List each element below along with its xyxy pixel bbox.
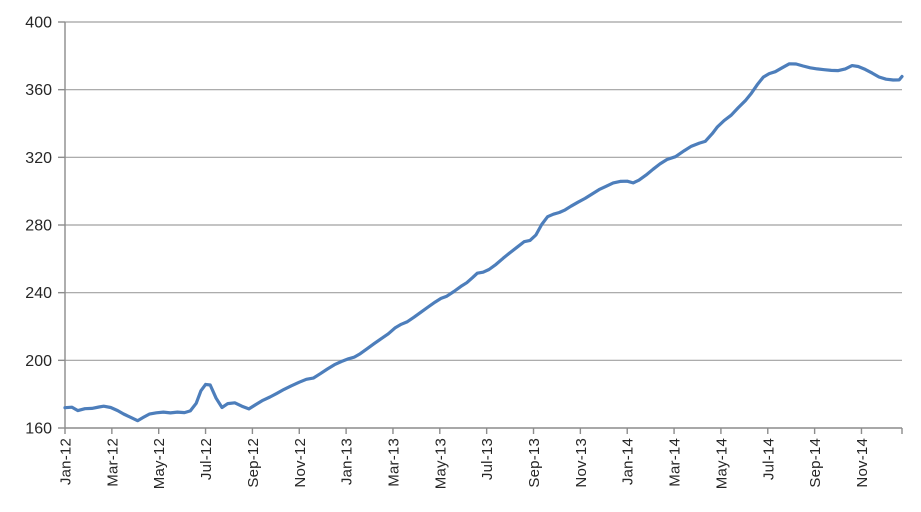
x-tick-label: Jul-14 [760, 438, 777, 480]
x-tick-label: Mar-14 [667, 438, 684, 487]
x-tick-label: May-12 [151, 438, 168, 489]
x-tick-label: Nov-12 [292, 438, 309, 488]
y-tick-label: 240 [25, 285, 52, 302]
x-tick-label: Mar-13 [385, 438, 402, 487]
y-tick-label: 160 [25, 421, 52, 438]
y-tick-label: 200 [25, 353, 52, 370]
x-tick-label: Nov-13 [573, 438, 590, 488]
x-tick-label: May-14 [713, 438, 730, 489]
y-axis-labels: 160 200 240 280 320 360 400 [25, 15, 52, 438]
x-tick-label: Jul-13 [479, 438, 496, 480]
x-tick-label: Jan-13 [339, 438, 356, 485]
axes [58, 21, 903, 434]
x-tick-label: May-13 [432, 438, 449, 489]
x-tick-label: Sep-12 [245, 438, 262, 488]
y-tick-label: 320 [25, 150, 52, 167]
x-tick-label: Sep-13 [526, 438, 543, 488]
x-tick-label: Nov-14 [854, 438, 871, 488]
x-tick-label: Sep-14 [807, 438, 824, 488]
y-tick-label: 360 [25, 82, 52, 99]
y-tick-label: 400 [25, 15, 52, 32]
y-tick-label: 280 [25, 218, 52, 235]
x-axis-labels: Jan-12 Mar-12 May-12 Jul-12 Sep-12 Nov-12 Jan-… [58, 438, 871, 489]
x-tick-label: Jul-12 [198, 438, 215, 480]
data-series [63, 62, 904, 423]
x-tick-label: Jan-14 [620, 438, 637, 485]
data-series-line [63, 62, 904, 423]
gridlines [65, 21, 902, 361]
x-tick-label: Mar-12 [104, 438, 121, 487]
x-tick-label: Jan-12 [58, 438, 75, 485]
